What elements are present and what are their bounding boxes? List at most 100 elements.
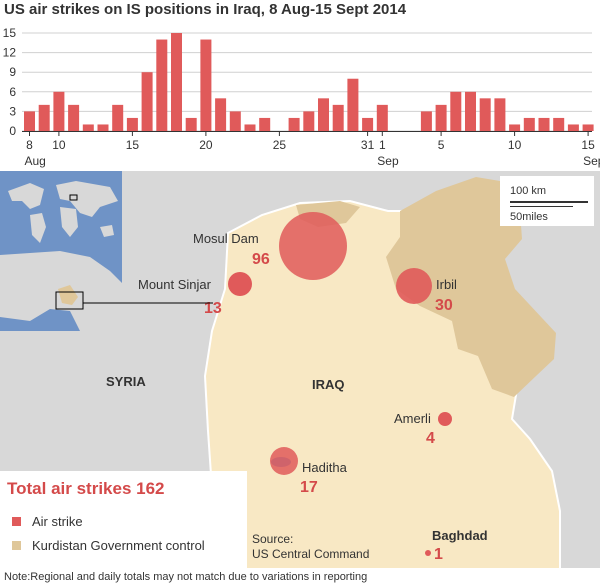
location-name-baghdad: Baghdad bbox=[432, 528, 488, 543]
legend-panel: Total air strikes 162 Air strike Kurdist… bbox=[0, 471, 247, 568]
strike-circle-amerli bbox=[438, 412, 452, 426]
x-month-label: Aug bbox=[25, 154, 46, 168]
bar-4-sep bbox=[420, 111, 432, 131]
legend-air-strike: Air strike bbox=[12, 514, 83, 529]
bar-10-aug bbox=[53, 91, 65, 131]
strike-circle-irbil bbox=[396, 268, 432, 304]
bar-8-aug bbox=[24, 111, 35, 131]
strike-circle-mosul-dam bbox=[279, 212, 347, 280]
x-tick-label: 25 bbox=[273, 138, 287, 152]
location-count-haditha: 17 bbox=[300, 479, 318, 496]
bar-18-aug bbox=[171, 33, 182, 131]
y-axis-ticks: 0 3 6 9 12 15 bbox=[3, 26, 17, 138]
legend-kurdistan: Kurdistan Government control bbox=[12, 538, 205, 553]
bar-11-aug bbox=[68, 104, 80, 131]
location-count-baghdad: 1 bbox=[434, 546, 443, 563]
location-name-irbil: Irbil bbox=[436, 277, 457, 292]
bar-29-aug bbox=[332, 104, 344, 131]
bar-8-sep bbox=[479, 98, 491, 131]
bar-30-aug bbox=[347, 78, 359, 131]
bar-31-aug bbox=[362, 117, 374, 131]
source-line-1: Source: bbox=[252, 532, 294, 546]
bar-10-sep bbox=[509, 124, 521, 131]
location-name-amerli: Amerli bbox=[394, 411, 431, 426]
y-tick-label: 0 bbox=[9, 124, 16, 138]
strike-circle-baghdad bbox=[425, 550, 431, 556]
bar-11-sep bbox=[523, 117, 535, 131]
iraq-map: Mosul Dam 96 Mount Sinjar 13 Irbil 30 Am… bbox=[0, 171, 600, 571]
bar-16-aug bbox=[141, 72, 153, 131]
x-tick-label: 10 bbox=[508, 138, 522, 152]
y-tick-label: 9 bbox=[9, 65, 16, 79]
bar-22-aug bbox=[229, 111, 241, 131]
x-tick-label: 15 bbox=[126, 138, 140, 152]
x-tick-label: 15 bbox=[581, 138, 595, 152]
bar-20-aug bbox=[200, 39, 212, 131]
location-count-amerli: 4 bbox=[426, 430, 435, 447]
x-tick-label: 1 bbox=[379, 138, 386, 152]
x-tick-label: 10 bbox=[52, 138, 66, 152]
x-tick-label: 8 bbox=[26, 138, 33, 152]
source-line-2: US Central Command bbox=[252, 547, 370, 561]
bar-5-sep bbox=[435, 104, 447, 131]
source-credit: Source: US Central Command bbox=[252, 532, 369, 562]
legend-air-strike-label: Air strike bbox=[32, 514, 83, 529]
bar-1-sep bbox=[376, 104, 388, 131]
bar-19-aug bbox=[185, 117, 197, 131]
x-tick-label: 31 bbox=[361, 138, 375, 152]
bar-15-sep bbox=[582, 124, 594, 131]
bar-27-aug bbox=[303, 111, 315, 131]
kurdistan-region bbox=[386, 177, 556, 397]
bar-6-sep bbox=[450, 91, 462, 131]
bar-15-aug bbox=[126, 117, 138, 131]
bar-7-sep bbox=[465, 91, 476, 131]
bar-26-aug bbox=[288, 117, 300, 131]
bar-13-sep bbox=[553, 117, 565, 131]
bar-13-aug bbox=[97, 124, 109, 131]
bar-12-aug bbox=[82, 124, 94, 131]
strike-circle-haditha bbox=[270, 447, 298, 475]
scale-km-line bbox=[510, 201, 588, 203]
bar-24-aug bbox=[259, 117, 271, 131]
bar-21-aug bbox=[215, 98, 227, 131]
location-count-mosul-dam: 96 bbox=[252, 251, 270, 268]
x-tick-label: 20 bbox=[199, 138, 213, 152]
y-tick-label: 6 bbox=[9, 85, 16, 99]
chart-bars bbox=[22, 33, 594, 132]
bar-17-aug bbox=[156, 39, 168, 131]
strike-circle-mount-sinjar bbox=[228, 272, 252, 296]
location-name-haditha: Haditha bbox=[302, 460, 348, 475]
y-tick-label: 15 bbox=[3, 26, 17, 40]
scale-bar: 100 km 50miles bbox=[500, 176, 594, 226]
location-name-mount-sinjar: Mount Sinjar bbox=[138, 277, 212, 292]
x-month-label: Sep bbox=[377, 154, 399, 168]
country-label-iraq: IRAQ bbox=[312, 377, 345, 392]
x-axis-ticks: 81015202531151015AugSepSep bbox=[25, 131, 600, 168]
chart-title: US air strikes on IS positions in Iraq, … bbox=[4, 1, 407, 18]
total-air-strikes: Total air strikes 162 bbox=[7, 479, 165, 498]
scale-km-label: 100 km bbox=[510, 185, 547, 197]
x-month-label: Sep bbox=[583, 154, 600, 168]
y-tick-label: 3 bbox=[9, 104, 16, 118]
location-count-irbil: 30 bbox=[435, 297, 453, 314]
location-name-mosul-dam: Mosul Dam bbox=[193, 231, 259, 246]
air-strike-swatch bbox=[12, 517, 21, 526]
bar-23-aug bbox=[244, 124, 256, 131]
x-tick-label: 5 bbox=[438, 138, 445, 152]
legend-kurdistan-label: Kurdistan Government control bbox=[32, 538, 205, 553]
y-tick-label: 12 bbox=[3, 46, 17, 60]
scale-miles-line bbox=[510, 206, 573, 207]
bar-9-aug bbox=[38, 104, 50, 131]
bar-14-sep bbox=[567, 124, 579, 131]
scale-miles-label: 50miles bbox=[510, 211, 548, 223]
bar-12-sep bbox=[538, 117, 550, 131]
kurdistan-swatch bbox=[12, 541, 21, 550]
country-label-syria: SYRIA bbox=[106, 374, 146, 389]
locator-inset bbox=[0, 171, 213, 331]
bar-9-sep bbox=[494, 98, 506, 131]
location-count-mount-sinjar: 13 bbox=[204, 300, 222, 317]
bar-28-aug bbox=[318, 98, 329, 131]
footnote: Note:Regional and daily totals may not m… bbox=[0, 568, 600, 587]
bar-14-aug bbox=[112, 104, 124, 131]
